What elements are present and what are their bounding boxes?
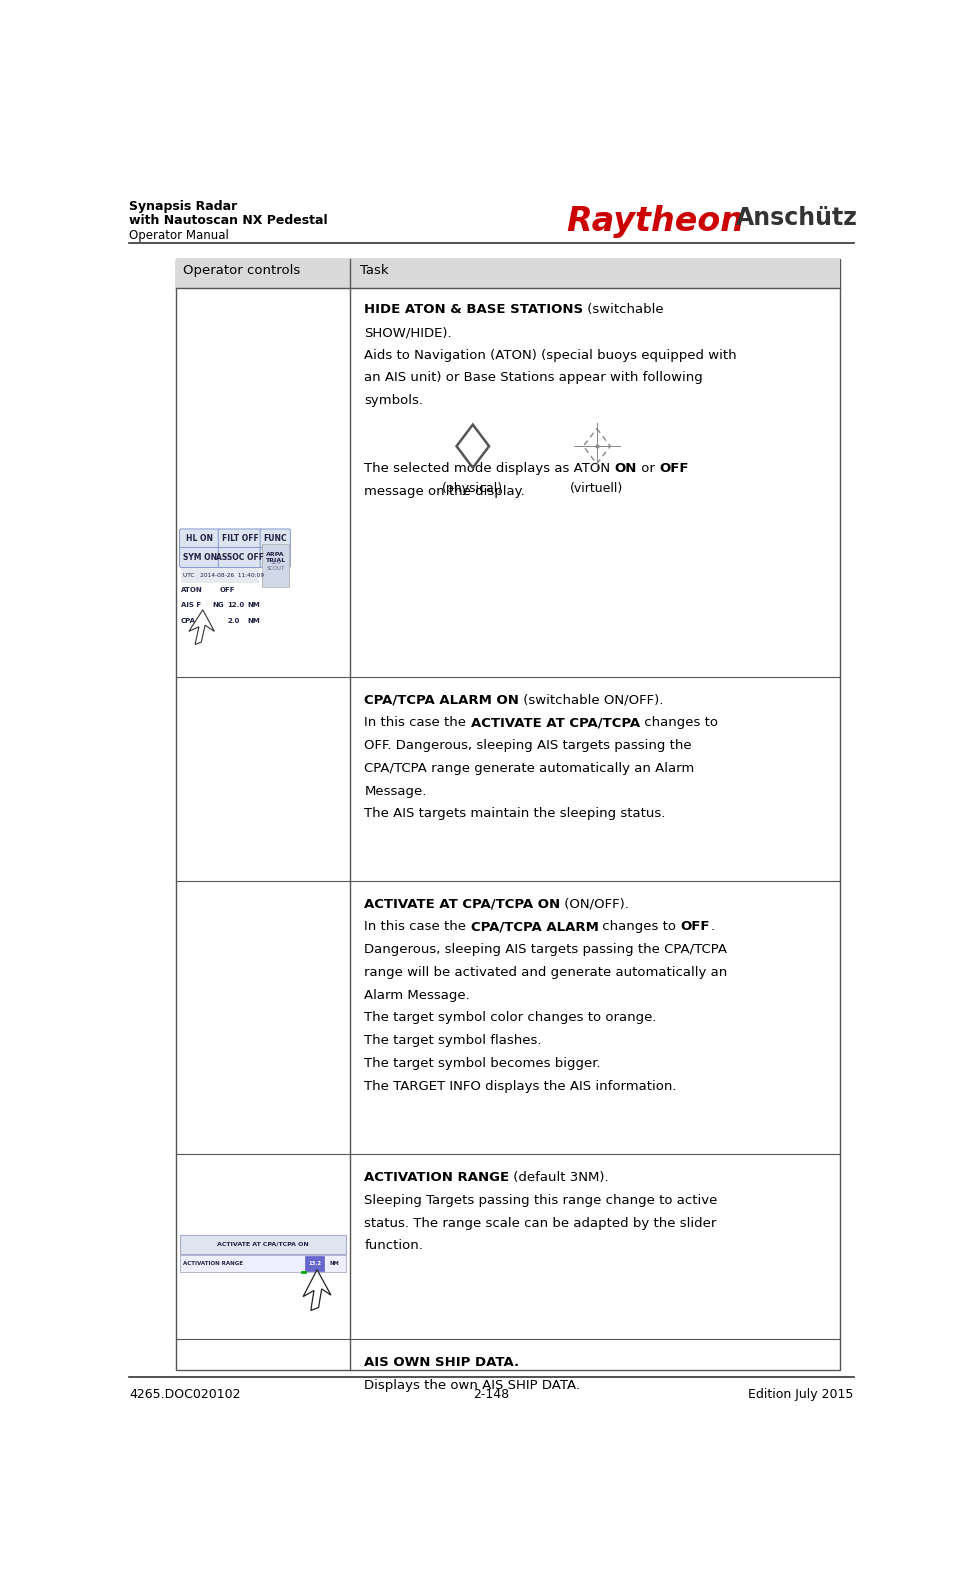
Text: HL ON: HL ON [186, 535, 213, 544]
Text: Message.: Message. [364, 784, 427, 797]
Text: (default 3NM).: (default 3NM). [509, 1171, 609, 1184]
Text: ACTIVATION RANGE: ACTIVATION RANGE [364, 1171, 509, 1184]
Text: Anschütz: Anschütz [737, 207, 858, 231]
Text: an AIS unit) or Base Stations appear with following: an AIS unit) or Base Stations appear wit… [364, 371, 703, 385]
Text: UTC   2014-08-26  11:40:09: UTC 2014-08-26 11:40:09 [182, 573, 264, 578]
Text: OFF. Dangerous, sleeping AIS targets passing the: OFF. Dangerous, sleeping AIS targets pas… [364, 740, 692, 753]
Text: In this case the: In this case the [364, 716, 471, 729]
Text: (ON/OFF).: (ON/OFF). [560, 897, 629, 910]
Text: SEA
SCOUT: SEA SCOUT [267, 560, 284, 571]
Text: Aids to Navigation (ATON) (special buoys equipped with: Aids to Navigation (ATON) (special buoys… [364, 348, 737, 361]
Text: AIS F: AIS F [181, 601, 201, 608]
Text: SYM ON: SYM ON [182, 554, 217, 562]
Text: NM: NM [247, 601, 261, 608]
Text: function.: function. [364, 1239, 423, 1252]
Bar [262, 544, 289, 587]
Text: AIS OWN SHIP DATA.: AIS OWN SHIP DATA. [364, 1356, 520, 1368]
Text: (virtuell): (virtuell) [571, 482, 623, 495]
FancyBboxPatch shape [260, 547, 291, 568]
Bar [179, 1235, 346, 1254]
Text: HIDE ATON & BASE STATIONS: HIDE ATON & BASE STATIONS [364, 304, 583, 317]
Text: ON: ON [615, 463, 637, 476]
Text: The TARGET INFO displays the AIS information.: The TARGET INFO displays the AIS informa… [364, 1080, 677, 1093]
Text: Sleeping Targets passing this range change to active: Sleeping Targets passing this range chan… [364, 1193, 717, 1208]
Text: Synapsis Radar: Synapsis Radar [129, 200, 238, 213]
Text: Operator Manual: Operator Manual [129, 229, 229, 242]
Text: Alarm Message.: Alarm Message. [364, 988, 470, 1002]
Text: FILT OFF: FILT OFF [222, 535, 258, 544]
Text: 2-148: 2-148 [474, 1389, 509, 1402]
Text: (switchable ON/OFF).: (switchable ON/OFF). [519, 694, 664, 706]
Bar [179, 1255, 346, 1271]
Text: FUNC: FUNC [264, 535, 287, 544]
Text: ACTIVATE AT CPA/TCPA ON: ACTIVATE AT CPA/TCPA ON [364, 897, 560, 910]
Text: (switchable: (switchable [583, 304, 664, 317]
Text: (physical): (physical) [442, 482, 503, 495]
Text: range will be activated and generate automatically an: range will be activated and generate aut… [364, 966, 728, 978]
Text: symbols.: symbols. [364, 395, 423, 407]
Text: CPA/TCPA ALARM: CPA/TCPA ALARM [471, 921, 598, 934]
Text: 13.2: 13.2 [308, 1262, 321, 1266]
Text: In this case the: In this case the [364, 921, 471, 934]
FancyBboxPatch shape [219, 528, 262, 549]
Text: Dangerous, sleeping AIS targets passing the CPA/TCPA: Dangerous, sleeping AIS targets passing … [364, 943, 727, 956]
Text: The target symbol becomes bigger.: The target symbol becomes bigger. [364, 1056, 601, 1069]
Text: Edition July 2015: Edition July 2015 [748, 1389, 854, 1402]
FancyBboxPatch shape [219, 547, 262, 568]
Polygon shape [303, 1270, 331, 1311]
Text: Raytheon: Raytheon [566, 205, 744, 237]
Text: 2.0: 2.0 [227, 617, 240, 624]
Text: changes to: changes to [640, 716, 717, 729]
FancyBboxPatch shape [179, 547, 220, 568]
Text: CPA: CPA [181, 617, 196, 624]
Text: Operator controls: Operator controls [183, 264, 301, 277]
Text: OFF: OFF [659, 463, 689, 476]
FancyBboxPatch shape [260, 528, 291, 549]
Text: with Nautoscan NX Pedestal: with Nautoscan NX Pedestal [129, 215, 328, 228]
Bar [175, 259, 840, 1370]
Text: or: or [637, 463, 659, 476]
Bar [181, 568, 259, 582]
Text: CPA/TCPA ALARM ON: CPA/TCPA ALARM ON [364, 694, 519, 706]
Text: ARPA
TRIAL: ARPA TRIAL [265, 552, 286, 563]
Text: CPA/TCPA range generate automatically an Alarm: CPA/TCPA range generate automatically an… [364, 762, 694, 775]
Text: The selected mode displays as ATON: The selected mode displays as ATON [364, 463, 615, 476]
Text: ATON: ATON [181, 587, 203, 593]
Text: ACTIVATION RANGE: ACTIVATION RANGE [182, 1262, 243, 1266]
Polygon shape [189, 609, 215, 644]
Text: .: . [711, 921, 714, 934]
Text: ASSOC OFF: ASSOC OFF [216, 554, 264, 562]
Text: The target symbol color changes to orange.: The target symbol color changes to orang… [364, 1012, 657, 1025]
Text: The target symbol flashes.: The target symbol flashes. [364, 1034, 542, 1047]
FancyBboxPatch shape [305, 1255, 324, 1271]
Text: NM: NM [329, 1262, 339, 1266]
Text: Task: Task [360, 264, 388, 277]
Text: message on the display.: message on the display. [364, 485, 526, 498]
Text: SHOW/HIDE).: SHOW/HIDE). [364, 326, 452, 339]
Text: NG: NG [212, 601, 223, 608]
Text: OFF: OFF [220, 587, 235, 593]
Text: The AIS targets maintain the sleeping status.: The AIS targets maintain the sleeping st… [364, 807, 666, 821]
Text: status. The range scale can be adapted by the slider: status. The range scale can be adapted b… [364, 1217, 716, 1230]
Text: 12.0: 12.0 [227, 601, 245, 608]
Text: Displays the own AIS SHIP DATA.: Displays the own AIS SHIP DATA. [364, 1379, 580, 1392]
Bar [175, 259, 840, 288]
FancyBboxPatch shape [179, 528, 220, 549]
Text: OFF: OFF [681, 921, 711, 934]
Text: 4265.DOC020102: 4265.DOC020102 [129, 1389, 241, 1402]
Text: ACTIVATE AT CPA/TCPA: ACTIVATE AT CPA/TCPA [471, 716, 640, 729]
Text: ACTIVATE AT CPA/TCPA ON: ACTIVATE AT CPA/TCPA ON [217, 1243, 309, 1247]
Text: NM: NM [247, 617, 261, 624]
Text: changes to: changes to [598, 921, 681, 934]
